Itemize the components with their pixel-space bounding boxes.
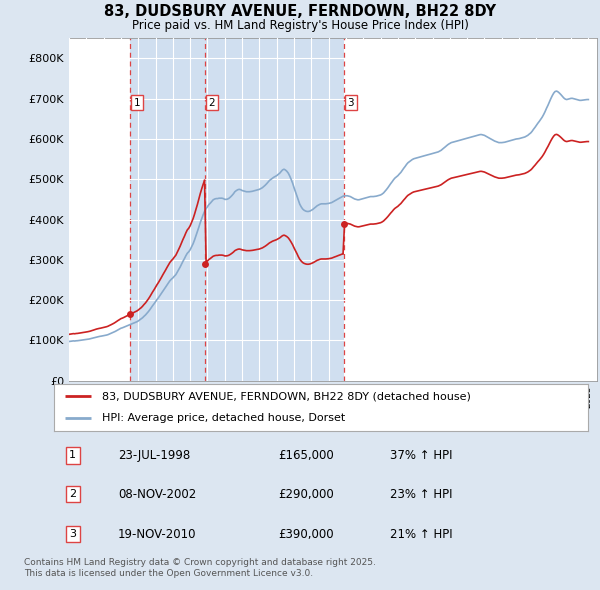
Text: 08-NOV-2002: 08-NOV-2002 [118, 487, 196, 501]
Text: £165,000: £165,000 [278, 449, 334, 462]
Text: 21% ↑ HPI: 21% ↑ HPI [391, 527, 453, 540]
Text: 37% ↑ HPI: 37% ↑ HPI [391, 449, 453, 462]
Bar [205, 38, 344, 381]
Text: £290,000: £290,000 [278, 487, 334, 501]
Text: 19-NOV-2010: 19-NOV-2010 [118, 527, 197, 540]
Text: Contains HM Land Registry data © Crown copyright and database right 2025.
This d: Contains HM Land Registry data © Crown c… [24, 558, 376, 578]
Text: 1: 1 [134, 98, 140, 108]
Text: HPI: Average price, detached house, Dorset: HPI: Average price, detached house, Dors… [102, 414, 346, 424]
Text: 23-JUL-1998: 23-JUL-1998 [118, 449, 190, 462]
Bar [130, 38, 205, 381]
Text: 2: 2 [208, 98, 215, 108]
Text: 83, DUDSBURY AVENUE, FERNDOWN, BH22 8DY: 83, DUDSBURY AVENUE, FERNDOWN, BH22 8DY [104, 4, 496, 19]
Text: Price paid vs. HM Land Registry's House Price Index (HPI): Price paid vs. HM Land Registry's House … [131, 19, 469, 32]
Text: 23% ↑ HPI: 23% ↑ HPI [391, 487, 453, 501]
Text: 83, DUDSBURY AVENUE, FERNDOWN, BH22 8DY (detached house): 83, DUDSBURY AVENUE, FERNDOWN, BH22 8DY … [102, 391, 471, 401]
Text: 1: 1 [69, 450, 76, 460]
Text: 2: 2 [69, 489, 76, 499]
Text: £390,000: £390,000 [278, 527, 334, 540]
Text: 3: 3 [347, 98, 354, 108]
Text: 3: 3 [69, 529, 76, 539]
